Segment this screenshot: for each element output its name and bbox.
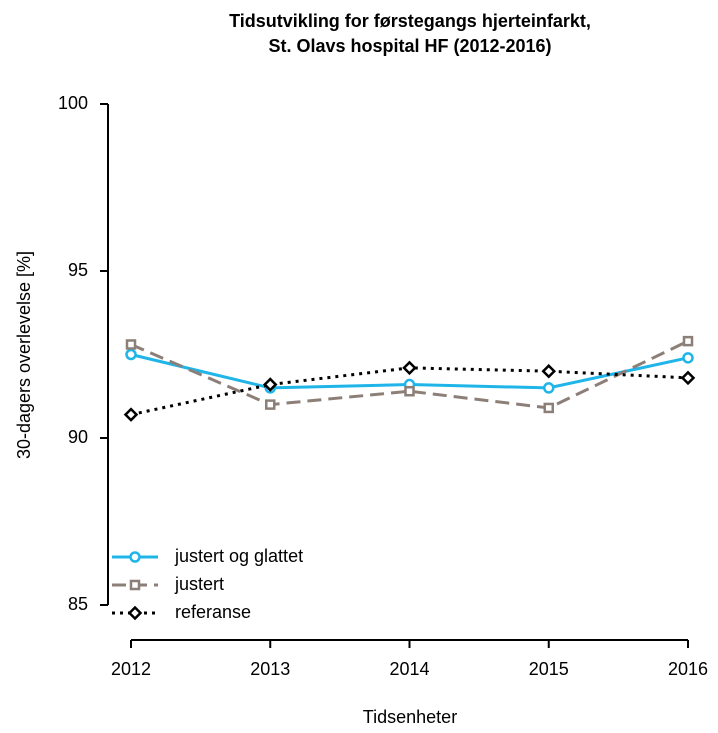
y-tick-label: 95 [68,260,88,280]
point [125,339,137,350]
y-axis-label: 30-dagers overlevelse [%] [14,251,34,459]
point [543,382,555,394]
point [541,363,557,379]
x-tick-label: 2016 [668,659,708,679]
point [543,402,554,414]
point [682,335,694,347]
legend-label: referanse [175,602,251,622]
legend-marker [127,605,143,621]
x-tick-label: 2013 [250,659,290,679]
point [265,399,276,410]
x-tick-label: 2012 [111,659,151,679]
series-line [130,339,689,410]
point [682,352,694,364]
point [262,377,278,392]
legend-label: justert [174,574,224,594]
x-axis-label: Tidsenheter [363,707,457,727]
x-tick-label: 2014 [389,659,429,679]
y-tick-label: 85 [68,594,88,614]
point [404,385,415,397]
point [123,407,139,422]
y-tick-label: 90 [68,427,88,447]
chart-title: Tidsutvikling for førstegangs hjerteinfa… [229,11,591,31]
chart-title: St. Olavs hospital HF (2012-2016) [268,36,551,56]
point [125,348,137,361]
y-tick-label: 100 [58,93,88,113]
x-tick-label: 2015 [529,659,569,679]
point [402,360,417,376]
legend-label: justert og glattet [174,546,303,566]
point [680,370,696,386]
legend-marker [129,551,141,563]
legend-marker [129,579,141,591]
